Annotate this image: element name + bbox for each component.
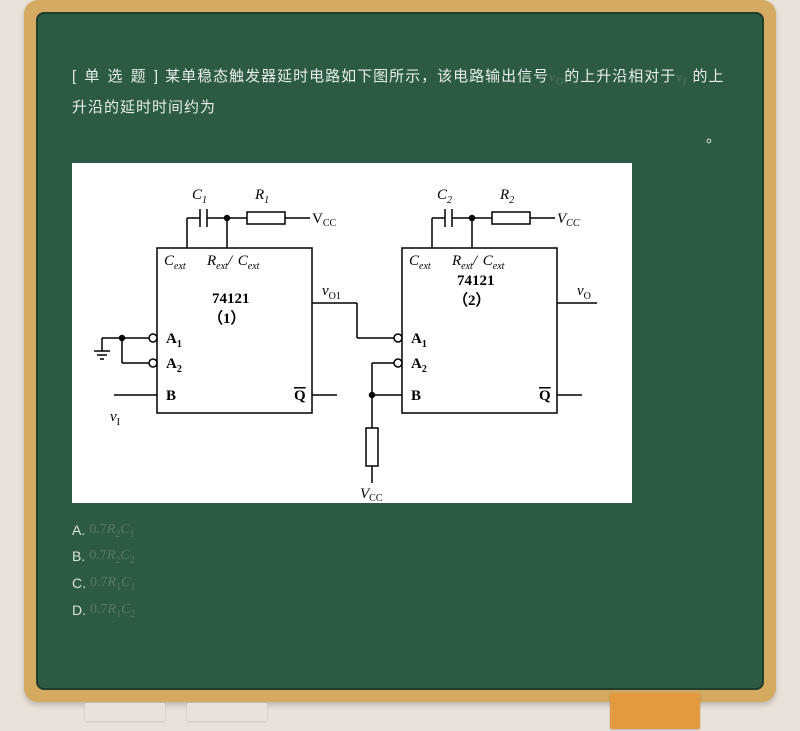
choice-C-letter: C. xyxy=(72,570,86,597)
lbl-vO1: vO1 xyxy=(322,283,341,302)
strip-1 xyxy=(85,703,165,721)
lbl-Qbar-2: Q xyxy=(539,388,551,404)
lbl-Qbar-1: Q xyxy=(294,388,306,404)
lbl-chip1: 74121 xyxy=(212,291,250,307)
lbl-C2: C2 xyxy=(437,187,452,206)
answer-choices: A. 0.7R2C1 B. 0.7R2C2 C. 0.7R1C1 D. 0.7R… xyxy=(72,517,728,624)
chalkboard-frame: [ 单 选 题 ] 某单稳态触发器延时电路如下图所示，该电路输出信号vO的上升沿… xyxy=(24,0,776,702)
choice-B-formula: 0.7R2C2 xyxy=(89,543,134,570)
circuit-svg: C1 R1 VCC C2 R2 VCC Cext Rext/ Cext 7412… xyxy=(72,163,632,503)
lbl-cext2: Cext xyxy=(409,253,431,272)
lbl-cext1: Cext xyxy=(164,253,186,272)
lbl-chip2idx: （2） xyxy=(453,291,491,309)
lbl-chip2: 74121 xyxy=(457,273,495,289)
lbl-A1-1: A1 xyxy=(166,331,182,350)
lbl-C1: C1 xyxy=(192,187,207,206)
choice-A-letter: A. xyxy=(72,517,85,544)
lbl-rext2: Rext/ Cext xyxy=(451,253,505,272)
chalkboard: [ 单 选 题 ] 某单稳态触发器延时电路如下图所示，该电路输出信号vO的上升沿… xyxy=(36,12,764,690)
eraser-block xyxy=(610,693,700,729)
lbl-Vcc1: VCC xyxy=(312,211,337,229)
lbl-Vcc-bottom: VCC xyxy=(360,486,383,503)
lbl-vI: vI xyxy=(110,409,120,428)
q-part2: 的上升沿相对于 xyxy=(564,68,676,85)
lbl-B-1: B xyxy=(166,388,176,404)
choice-B-letter: B. xyxy=(72,543,85,570)
choice-B[interactable]: B. 0.7R2C2 xyxy=(72,543,728,570)
q-trail: 。 xyxy=(706,129,722,146)
question-text: [ 单 选 题 ] 某单稳态触发器延时电路如下图所示，该电路输出信号vO的上升沿… xyxy=(72,62,728,153)
q-part1: 某单稳态触发器延时电路如下图所示，该电路输出信号 xyxy=(160,68,549,85)
lbl-A1-2: A1 xyxy=(411,331,427,350)
choice-C-formula: 0.7R1C1 xyxy=(90,570,135,597)
choice-D-formula: 0.7R1C2 xyxy=(90,597,135,624)
lbl-A2-2: A2 xyxy=(411,356,427,375)
lbl-vO: vO xyxy=(577,283,591,302)
choice-A[interactable]: A. 0.7R2C1 xyxy=(72,517,728,544)
lbl-rext1: Rext/ Cext xyxy=(206,253,260,272)
bottom-strips xyxy=(85,703,267,721)
circuit-diagram: C1 R1 VCC C2 R2 VCC Cext Rext/ Cext 7412… xyxy=(72,163,632,503)
choice-C[interactable]: C. 0.7R1C1 xyxy=(72,570,728,597)
choice-D[interactable]: D. 0.7R1C2 xyxy=(72,597,728,624)
q-var2: vI xyxy=(676,69,687,84)
choice-A-formula: 0.7R2C1 xyxy=(89,517,134,544)
strip-2 xyxy=(187,703,267,721)
question-tag: [ 单 选 题 ] xyxy=(72,68,160,85)
lbl-A2-1: A2 xyxy=(166,356,182,375)
choice-D-letter: D. xyxy=(72,597,86,624)
lbl-chip1idx: （1） xyxy=(208,309,246,327)
lbl-R1: R1 xyxy=(254,187,269,206)
lbl-R2: R2 xyxy=(499,187,514,206)
lbl-Vcc2: VCC xyxy=(557,211,580,229)
lbl-B-2: B xyxy=(411,388,421,404)
q-var1: vO xyxy=(549,69,564,84)
